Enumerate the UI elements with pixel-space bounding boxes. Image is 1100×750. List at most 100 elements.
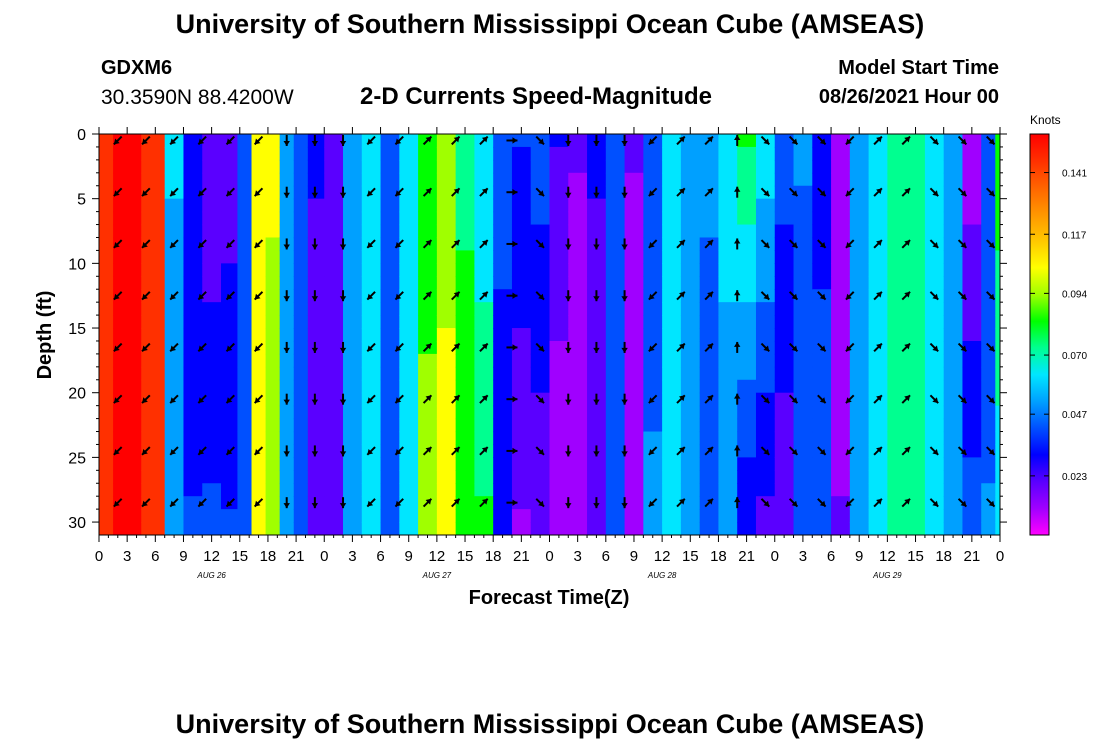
current-arrow bbox=[506, 292, 518, 299]
heatmap-cell bbox=[141, 522, 166, 535]
heatmap-cell bbox=[755, 366, 776, 381]
heatmap-cell bbox=[202, 496, 222, 510]
current-arrow bbox=[451, 446, 461, 456]
current-arrow bbox=[986, 187, 996, 197]
heatmap-cell bbox=[511, 250, 532, 264]
heatmap-cell bbox=[793, 276, 813, 290]
heatmap-cell bbox=[995, 366, 1000, 381]
current-arrow bbox=[788, 446, 799, 456]
heatmap-cell bbox=[307, 509, 325, 523]
heatmap-cell bbox=[549, 250, 569, 264]
heatmap-cell bbox=[436, 289, 457, 303]
heatmap-cell bbox=[680, 470, 701, 484]
current-arrow-head bbox=[678, 498, 685, 505]
current-arrow-head bbox=[113, 242, 120, 248]
heatmap-cell bbox=[737, 263, 757, 277]
heatmap-cell bbox=[307, 405, 325, 420]
heatmap-cell bbox=[812, 353, 832, 368]
heatmap-cell bbox=[831, 379, 851, 394]
current-arrow bbox=[394, 187, 404, 197]
heatmap-cell bbox=[906, 405, 926, 420]
current-arrow bbox=[704, 187, 714, 197]
heatmap-cell bbox=[793, 237, 813, 252]
heatmap-cell bbox=[831, 431, 851, 446]
heatmap-cell bbox=[237, 366, 253, 381]
current-arrow bbox=[817, 239, 827, 249]
current-arrow bbox=[141, 291, 151, 301]
heatmap-cell bbox=[887, 353, 907, 368]
heatmap-cell bbox=[251, 457, 267, 471]
heatmap-cell bbox=[265, 483, 281, 497]
heatmap-cell bbox=[943, 302, 964, 316]
current-arrow-head bbox=[621, 399, 628, 405]
heatmap-cell bbox=[511, 483, 532, 497]
current-arrow bbox=[929, 291, 939, 301]
heatmap-cell bbox=[981, 276, 996, 290]
heatmap-cell bbox=[943, 353, 964, 368]
heatmap-cell bbox=[418, 431, 438, 446]
current-arrow-head bbox=[113, 293, 120, 300]
heatmap-cell bbox=[995, 496, 1000, 510]
heatmap-cell bbox=[981, 302, 996, 316]
heatmap-cell bbox=[755, 211, 776, 226]
heatmap-cell bbox=[718, 444, 738, 458]
heatmap-cell bbox=[455, 134, 476, 148]
current-arrow bbox=[311, 393, 319, 405]
heatmap-cell bbox=[568, 457, 588, 471]
heatmap-cell bbox=[774, 509, 795, 523]
heatmap-cell bbox=[361, 302, 382, 316]
heatmap-cell bbox=[699, 353, 720, 368]
current-arrow-head bbox=[113, 138, 120, 145]
heatmap-cell bbox=[981, 522, 996, 535]
heatmap-cell bbox=[718, 431, 738, 446]
heatmap-cell bbox=[793, 470, 813, 484]
heatmap-cell bbox=[755, 470, 776, 484]
current-arrow-head bbox=[226, 449, 233, 455]
heatmap-cell bbox=[324, 418, 344, 433]
heatmap-cell bbox=[755, 405, 776, 420]
heatmap-cell bbox=[293, 302, 309, 316]
current-arrow bbox=[141, 135, 151, 146]
heatmap-cell bbox=[624, 198, 644, 213]
heatmap-cell bbox=[774, 379, 795, 394]
current-arrow bbox=[565, 341, 572, 353]
heatmap-cell bbox=[113, 366, 142, 381]
heatmap-cell bbox=[436, 483, 457, 497]
heatmap-cell bbox=[906, 250, 926, 264]
current-arrow-head bbox=[170, 293, 176, 300]
heatmap-cell bbox=[455, 250, 476, 264]
current-arrow bbox=[817, 291, 827, 301]
heatmap-cell bbox=[265, 444, 281, 458]
heatmap-cell bbox=[202, 418, 222, 433]
current-arrow-head bbox=[198, 397, 205, 404]
heatmap-cell bbox=[849, 496, 870, 510]
heatmap-cell bbox=[164, 366, 185, 381]
heatmap-cell bbox=[718, 522, 738, 535]
current-arrow-head bbox=[845, 449, 852, 455]
heatmap-cell bbox=[662, 340, 682, 355]
current-arrow-head bbox=[311, 347, 319, 353]
heatmap-cell bbox=[981, 496, 996, 510]
current-arrow bbox=[901, 342, 911, 353]
heatmap-cell bbox=[380, 522, 400, 535]
current-arrow bbox=[311, 341, 319, 353]
heatmap-cell bbox=[202, 211, 222, 226]
heatmap-cell bbox=[183, 457, 203, 471]
heatmap-cell bbox=[924, 328, 945, 342]
heatmap-cell bbox=[324, 392, 344, 407]
current-arrow bbox=[283, 497, 290, 509]
heatmap-cell bbox=[662, 509, 682, 523]
heatmap-cell bbox=[568, 250, 588, 264]
heatmap-cell bbox=[849, 315, 870, 329]
heatmap-cell bbox=[265, 328, 281, 342]
current-arrow-head bbox=[113, 449, 120, 455]
heatmap-cell bbox=[680, 134, 701, 148]
heatmap-cell bbox=[141, 418, 166, 433]
current-arrow-head bbox=[707, 240, 713, 246]
heatmap-cell bbox=[455, 263, 476, 277]
current-arrow-head bbox=[538, 138, 545, 145]
heatmap-cell bbox=[343, 496, 363, 510]
heatmap-cell bbox=[680, 198, 701, 213]
heatmap-cell bbox=[718, 496, 738, 510]
heatmap-cell bbox=[643, 470, 663, 484]
